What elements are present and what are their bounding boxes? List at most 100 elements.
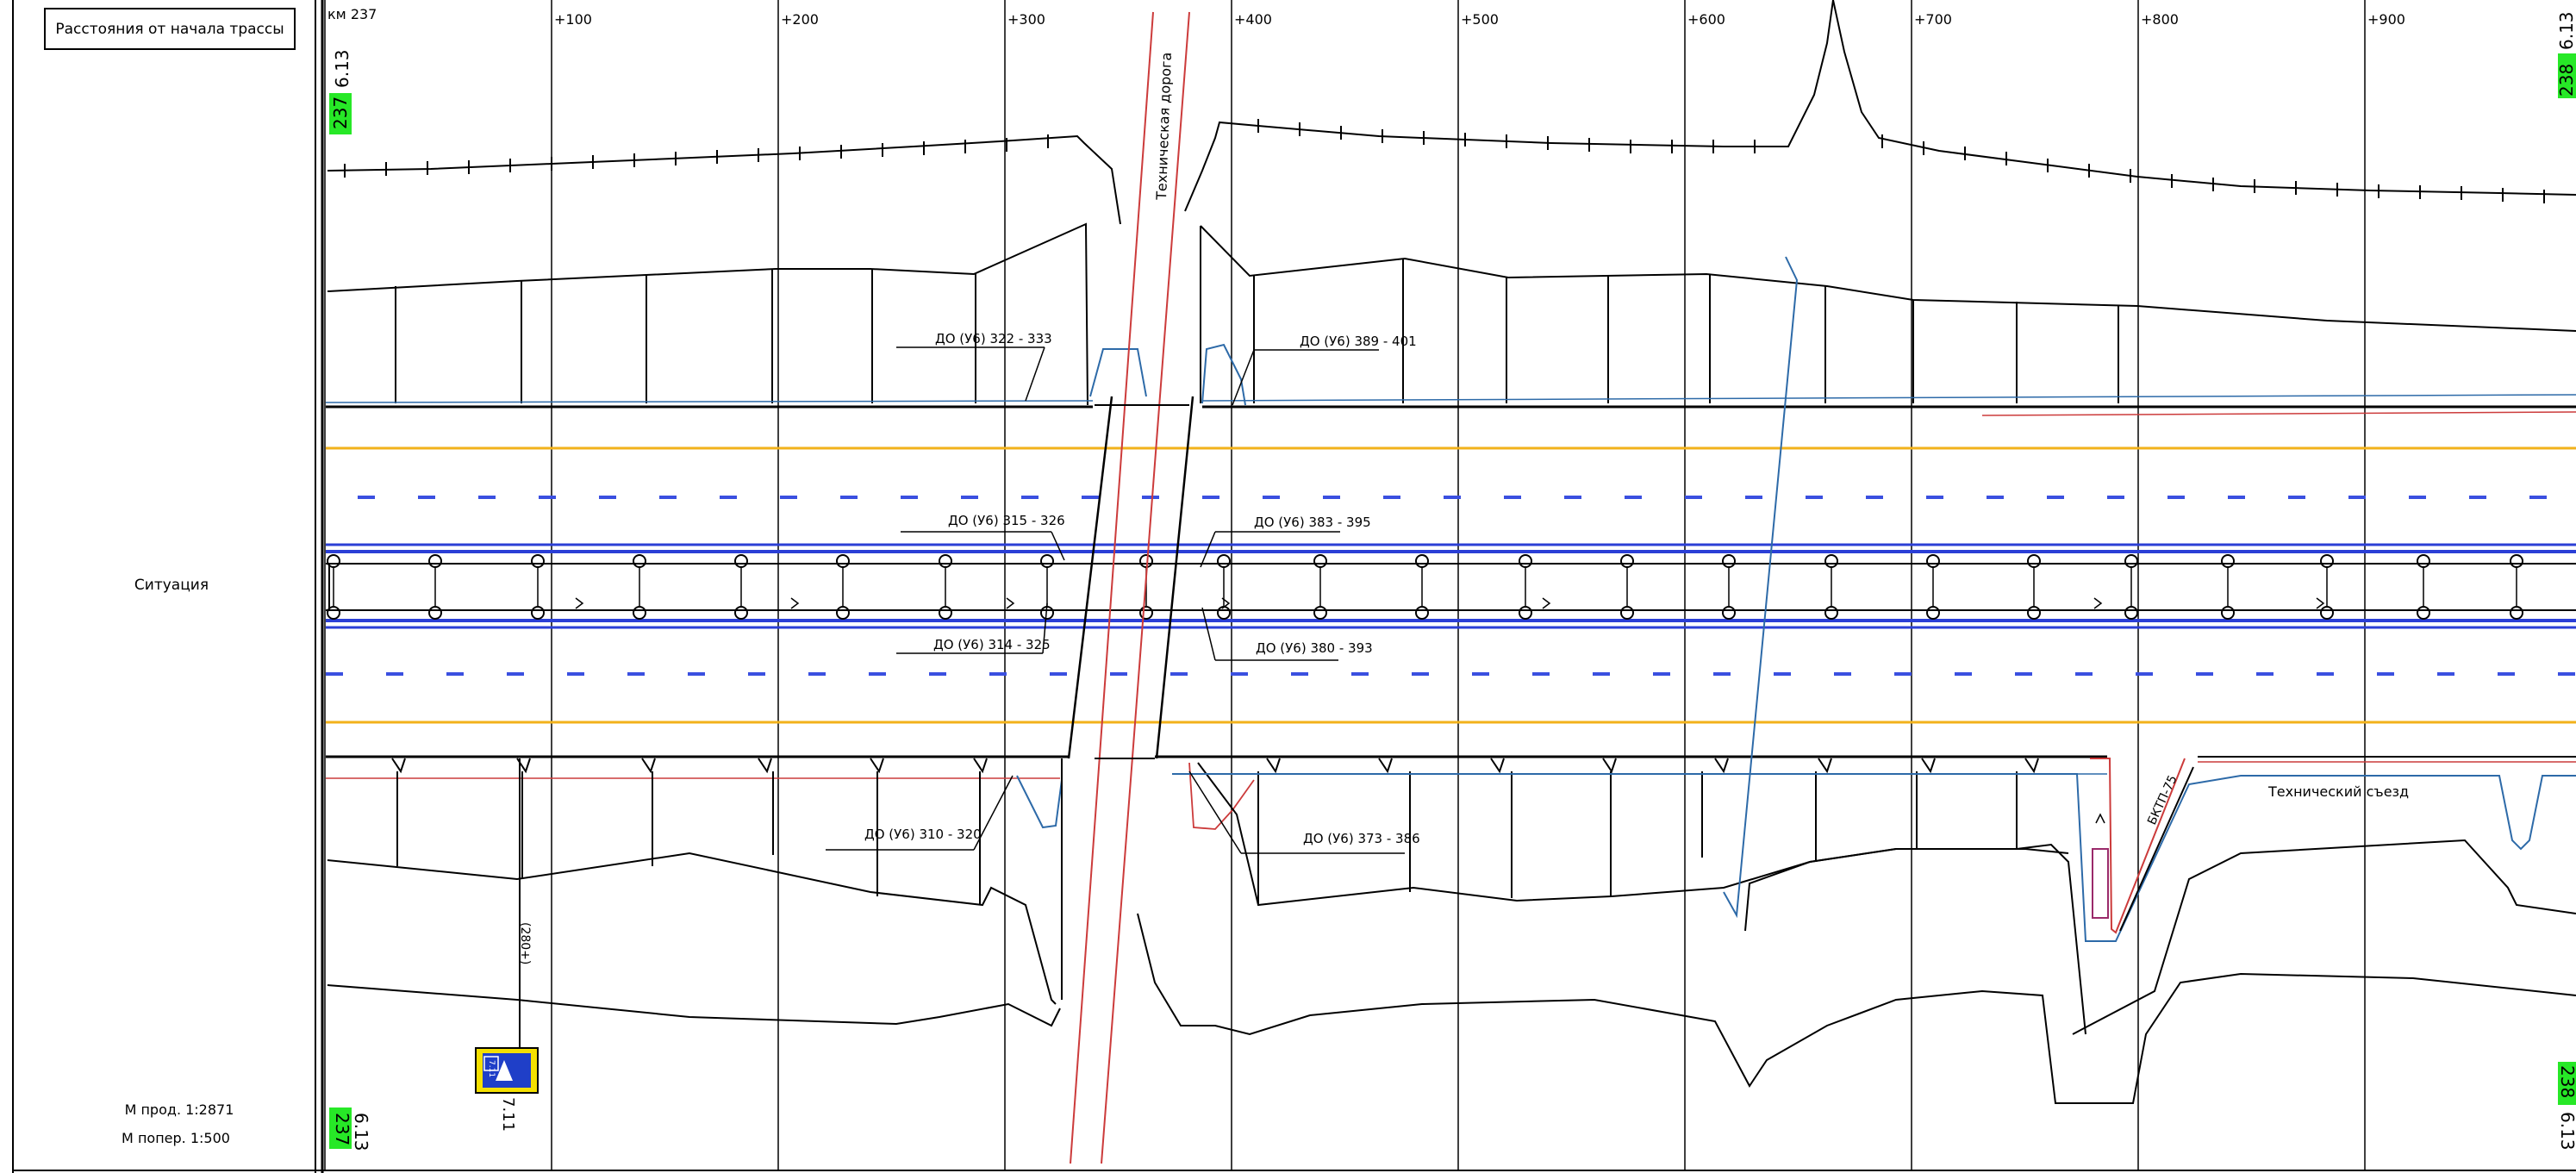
km-label: км 237 <box>327 6 377 22</box>
dashed-lane-lines <box>326 496 2576 676</box>
median-barrier <box>326 563 2576 611</box>
lamp-post-head <box>836 606 850 620</box>
chainage-tick: +600 <box>1687 11 1725 28</box>
median-blue-lines <box>326 543 2576 629</box>
lamp-post-head <box>2417 554 2430 568</box>
lamp-post-head <box>633 554 646 568</box>
direction-markers <box>575 597 2325 824</box>
label-do-373-386: ДО (У6) 373 - 386 <box>1303 831 1420 846</box>
label-technical-road: Техническая дорога <box>1153 52 1175 201</box>
label-do-315-326: ДО (У6) 315 - 326 <box>948 513 1065 528</box>
lamp-post-head <box>1620 554 1634 568</box>
chainage-tick: +300 <box>1007 11 1045 28</box>
label-do-310-320: ДО (У6) 310 - 320 <box>864 827 982 842</box>
lamp-post-head <box>2510 606 2523 620</box>
lamp-post-head <box>939 554 952 568</box>
chainage-tick: +100 <box>554 11 592 28</box>
lamp-post-head <box>836 554 850 568</box>
lamp-post-head <box>1722 606 1736 620</box>
km-marker-right-top: 238 6.13 <box>2556 11 2576 98</box>
sidebar-header: Расстояния от начала трассы <box>55 21 284 38</box>
lamp-post-head <box>428 606 442 620</box>
sign-code-small: 7.11 <box>487 1060 496 1077</box>
lamp-post-head <box>734 554 748 568</box>
technical-exit <box>2090 758 2194 934</box>
svg-text:237: 237 <box>332 1113 352 1145</box>
lamp-post-head <box>1217 554 1231 568</box>
label-do-389-401: ДО (У6) 389 - 401 <box>1300 334 1417 349</box>
chainage-tick: +800 <box>2141 11 2179 28</box>
lamp-post-head <box>1824 554 1838 568</box>
km-marker-left-top: 237 6.13 <box>329 49 352 134</box>
chainage-tick: +700 <box>1914 11 1952 28</box>
top-shoulder <box>325 343 2576 416</box>
bottom-embankment <box>327 762 2576 1035</box>
lamp-post-head <box>428 554 442 568</box>
top-fence-posts <box>344 119 2545 203</box>
lamp-post-head <box>1824 606 1838 620</box>
svg-text:6.13: 6.13 <box>332 49 352 88</box>
top-fence-line <box>327 0 2576 225</box>
lamp-post-head <box>1722 554 1736 568</box>
svg-text:6.13: 6.13 <box>2556 11 2576 50</box>
bottom-shoulder-triangles <box>391 758 2039 774</box>
sign-code: 7.11 <box>499 1097 517 1132</box>
plan-labels: ДО (У6) 322 - 333 ДО (У6) 389 - 401 ДО (… <box>518 52 2409 964</box>
svg-text:6.13: 6.13 <box>2557 1112 2576 1151</box>
lamp-post-head <box>2221 554 2235 568</box>
lamp-post-head <box>2320 554 2334 568</box>
lamp-post-head <box>327 554 340 568</box>
median-lamp-posts <box>327 554 2523 620</box>
drain-pipe <box>1723 256 1799 919</box>
sidebar: Расстояния от начала трассы Ситуация М п… <box>12 0 2576 1173</box>
sidebar-header-box <box>44 8 296 50</box>
chainage-grid <box>324 0 2366 1170</box>
road-sign-7-11: 7.11 7.11 <box>475 758 539 1132</box>
lamp-post-head <box>2221 606 2235 620</box>
lamp-post-head <box>531 554 545 568</box>
lamp-post-head <box>1519 606 1532 620</box>
lamp-post-head <box>1217 606 1231 620</box>
section-label: Ситуация <box>134 577 209 594</box>
label-leaders <box>826 346 1405 854</box>
label-do-314-325: ДО (У6) 314 - 325 <box>933 637 1051 652</box>
label-bktp: БКТП-75 <box>2145 773 2180 827</box>
chainage-labels: км 237 +100 +200 +300 +400 +500 +600 +70… <box>327 6 2405 28</box>
lamp-post-head <box>734 606 748 620</box>
chainage-tick: +400 <box>1234 11 1272 28</box>
km-marker-right-bottom: 238 6.13 <box>2557 1062 2576 1151</box>
lamp-post-head <box>2027 606 2041 620</box>
label-technical-exit: Технический съезд <box>2267 783 2409 800</box>
scale-cross: М попер. 1:500 <box>122 1130 230 1146</box>
svg-text:6.13: 6.13 <box>351 1113 371 1151</box>
lamp-post-head <box>1926 606 1940 620</box>
bottom-shoulder <box>326 755 2576 830</box>
chainage-tick: +900 <box>2367 11 2405 28</box>
top-embankment <box>327 222 2576 406</box>
label-do-383-395: ДО (У6) 383 - 395 <box>1254 515 1371 530</box>
svg-text:237: 237 <box>330 97 351 129</box>
lamp-post-head <box>2417 606 2430 620</box>
lamp-post-head <box>1519 554 1532 568</box>
bottom-blue-lines <box>1172 773 2576 942</box>
lamp-post-head <box>1313 606 1327 620</box>
lamp-post-head <box>1040 554 1054 568</box>
lamp-post-head <box>1415 606 1429 620</box>
scale-longitudinal: М прод. 1:2871 <box>125 1101 234 1118</box>
bottom-fence-line <box>327 913 2576 1104</box>
lamp-post-head <box>2320 606 2334 620</box>
yellow-edge-lines <box>326 446 2576 724</box>
lamp-post-head <box>1139 606 1153 620</box>
label-sign-ref: (280+) <box>518 922 532 964</box>
lamp-post-head <box>1620 606 1634 620</box>
lamp-post-head <box>327 606 340 620</box>
lamp-post-head <box>1926 554 1940 568</box>
lamp-post-head <box>2124 554 2138 568</box>
lamp-post-head <box>531 606 545 620</box>
lamp-post-head <box>2027 554 2041 568</box>
km-marker-left-bottom: 237 6.13 <box>329 1107 371 1151</box>
svg-text:238: 238 <box>2557 1065 2576 1098</box>
label-do-380-393: ДО (У6) 380 - 393 <box>1256 640 1373 656</box>
lamp-post-head <box>1415 554 1429 568</box>
